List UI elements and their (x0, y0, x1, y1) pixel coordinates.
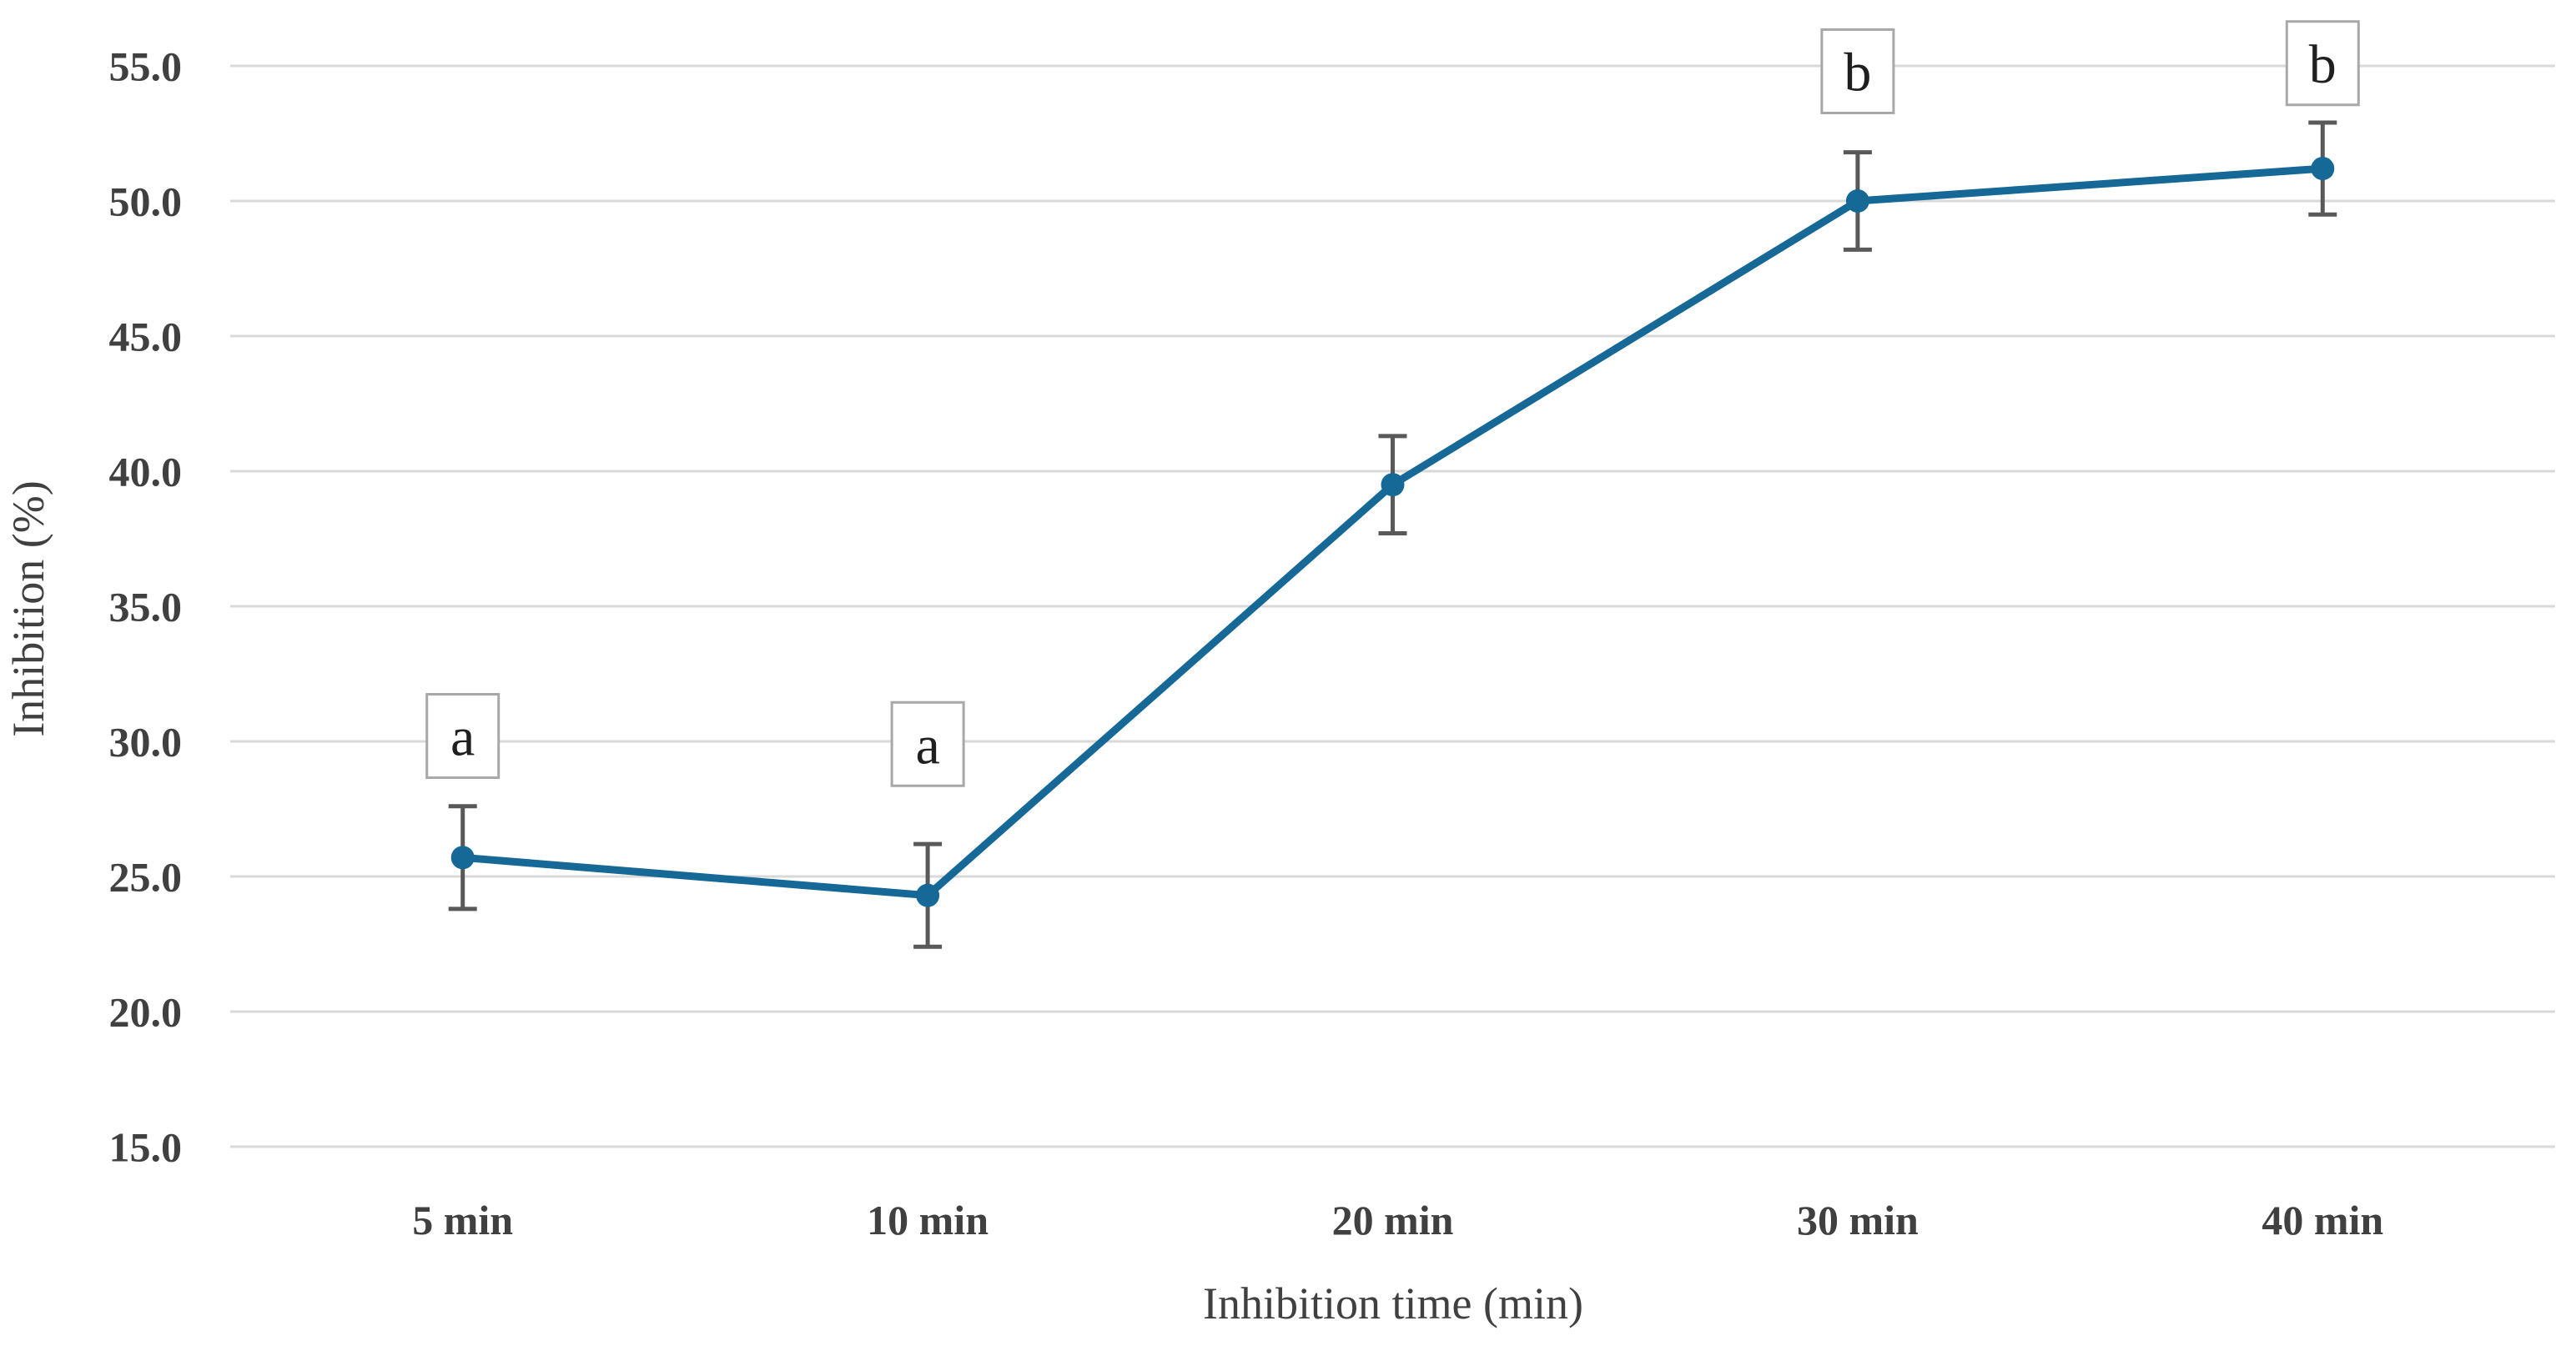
y-tick-label: 30.0 (109, 719, 183, 766)
data-point-marker (1381, 473, 1405, 497)
point-annotations: a a b b (425, 20, 2360, 787)
data-point-marker (2311, 157, 2335, 181)
y-tick-label: 40.0 (109, 449, 183, 495)
y-axis-title: Inhibition (%) (3, 480, 53, 736)
series-markers (450, 157, 2335, 907)
significance-annotation: a (890, 701, 965, 787)
annotation-box (2285, 20, 2360, 107)
data-point-marker (916, 883, 940, 907)
annotation-box (1820, 28, 1895, 114)
significance-annotation: b (1820, 28, 1895, 114)
error-bars (448, 120, 2337, 949)
x-tick-label: 5 min (412, 1197, 513, 1243)
y-tick-labels: 55.0 50.0 45.0 40.0 35.0 30.0 25.0 20.0 15.0 (109, 43, 183, 1171)
x-tick-label: 10 min (867, 1197, 989, 1243)
y-tick-label: 35.0 (109, 584, 183, 630)
x-tick-label: 20 min (1332, 1197, 1454, 1243)
y-tick-label: 55.0 (109, 43, 183, 90)
x-tick-label: 40 min (2262, 1197, 2383, 1243)
annotation-letter: a (915, 715, 939, 776)
x-tick-label: 30 min (1797, 1197, 1919, 1243)
y-tick-label: 20.0 (109, 989, 183, 1036)
y-tick-label: 25.0 (109, 854, 183, 901)
significance-annotation: b (2285, 20, 2360, 107)
y-tick-label: 50.0 (109, 178, 183, 225)
x-axis-title: Inhibition time (min) (1203, 1278, 1583, 1328)
significance-annotation: a (425, 693, 501, 780)
y-tick-label: 45.0 (109, 314, 183, 360)
data-point-marker (450, 846, 475, 870)
annotation-letter: b (2309, 34, 2337, 95)
y-tick-label: 15.0 (109, 1124, 183, 1171)
gridlines (230, 64, 2555, 1148)
annotation-letter: b (1844, 43, 1871, 103)
annotation-box (425, 693, 501, 780)
annotation-box (890, 701, 965, 787)
data-point-marker (1845, 189, 1869, 213)
x-tick-labels: 5 min 10 min 20 min 30 min 40 min (412, 1197, 2383, 1243)
annotation-letter: a (450, 707, 475, 768)
